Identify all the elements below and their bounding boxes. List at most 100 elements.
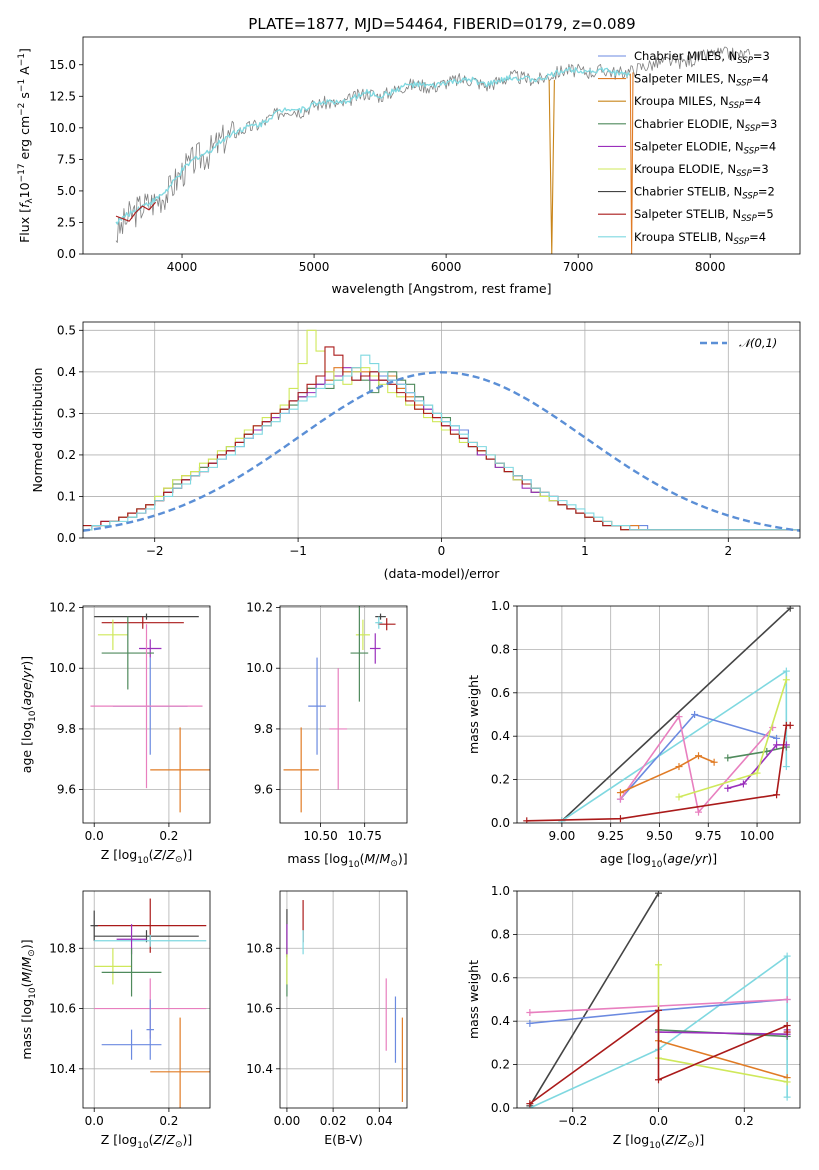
errorbar-point xyxy=(97,619,128,651)
plot-area-mass_weight_vs_age xyxy=(517,606,800,823)
panel-age_vs_Z: 0.0 0.2 9.6 9.8 10.0 10.2 Z [log10(Z/Z⊙)] age [… xyxy=(19,601,211,866)
errorbar-point xyxy=(146,999,154,1060)
y-tick-label: 5.0 xyxy=(57,184,76,198)
panel-mass_vs_Z: 0.0 0.2 10.4 10.6 10.8 Z [log10(Z/Z⊙)] mass [l… xyxy=(19,890,211,1151)
normal-curve xyxy=(83,371,800,532)
legend-entry: Kroupa ELODIE, NSSP=3 xyxy=(634,162,769,179)
weight-line xyxy=(529,892,660,1107)
x-tick-label: 10.00 xyxy=(740,829,774,843)
plot-area-mass_weight_vs_Z xyxy=(517,891,800,1108)
y-tick-label: 10.2 xyxy=(246,601,273,615)
weight-line xyxy=(561,607,791,822)
x-tick-label: 9.75 xyxy=(695,829,722,843)
x-tick-label: 4000 xyxy=(167,260,198,274)
spectrum-line xyxy=(115,66,632,225)
panel-mass_vs_EBV: 0.00 0.02 0.04 10.4 10.6 10.8 E(B-V) xyxy=(246,890,408,1147)
x-tick-label: −2 xyxy=(146,544,164,558)
errorbar-point xyxy=(350,606,369,702)
x-tick-label: 0.2 xyxy=(735,1114,754,1128)
axes-frame xyxy=(82,605,211,824)
y-tick-label: 0.4 xyxy=(57,365,76,379)
plot-area-residuals xyxy=(83,322,800,538)
errorbar-point xyxy=(101,616,184,629)
y-tick-label: 10.2 xyxy=(49,601,76,615)
x-tick-label: 0.0 xyxy=(85,1114,104,1128)
errorbar-point xyxy=(150,727,210,813)
spectrum-line xyxy=(115,46,751,243)
errorbar-point xyxy=(283,727,319,813)
errorbar-point xyxy=(94,934,207,947)
x-axis-label: mass [log10(M/M⊙)] xyxy=(287,851,407,870)
y-tick-label: 0.8 xyxy=(491,927,510,941)
y-tick-label: 0.3 xyxy=(57,406,76,420)
y-tick-label: 9.8 xyxy=(57,722,76,736)
y-tick-label: 10.0 xyxy=(246,661,273,675)
y-tick-label: 9.8 xyxy=(254,722,273,736)
errorbar-point xyxy=(101,1029,162,1060)
x-axis-label: Z [log10(Z/Z⊙)] xyxy=(101,1132,193,1151)
errorbar-point xyxy=(101,948,162,997)
y-tick-label: 10.0 xyxy=(49,661,76,675)
errorbar-point xyxy=(94,613,199,620)
y-tick-label: 10.4 xyxy=(49,1062,76,1076)
x-axis-label: Z [log10(Z/Z⊙)] xyxy=(613,1132,705,1151)
x-tick-label: 0.02 xyxy=(320,1114,347,1128)
errorbar-point xyxy=(101,616,154,690)
legend: 𝒩(0,1) xyxy=(700,336,777,350)
axes-frame xyxy=(516,605,801,824)
y-tick-label: 10.6 xyxy=(246,1002,273,1016)
plot-area-mass_vs_Z xyxy=(83,891,210,1108)
x-tick-label: 9.50 xyxy=(646,829,673,843)
y-tick-label: 0.5 xyxy=(57,323,76,337)
x-tick-label: 0.2 xyxy=(159,1114,178,1128)
x-tick-label: 0 xyxy=(438,544,446,558)
y-tick-label: 2.5 xyxy=(57,215,76,229)
y-tick-label: 0.0 xyxy=(57,531,76,545)
y-tick-label: 0.2 xyxy=(491,773,510,787)
x-tick-label: −1 xyxy=(289,544,307,558)
y-tick-label: 0.8 xyxy=(491,642,510,656)
y-axis-label: mass weight xyxy=(466,675,481,754)
legend-entry: Kroupa STELIB, NSSP=4 xyxy=(634,230,766,247)
errorbar-point xyxy=(369,633,381,664)
panel-spectrum: 4000 5000 6000 7000 8000 0.0 2.5 5.0 7.5 10.0 12.5… xyxy=(17,36,801,296)
y-tick-label: 12.5 xyxy=(49,89,76,103)
errorbar-point xyxy=(377,618,396,631)
spectrum-line xyxy=(548,79,555,254)
x-axis-label: E(B-V) xyxy=(324,1132,363,1147)
legend-entry: Salpeter ELODIE, NSSP=4 xyxy=(634,139,776,156)
x-axis-label: wavelength [Angstrom, rest frame] xyxy=(331,281,551,296)
y-tick-label: 0.0 xyxy=(491,816,510,830)
panel-mass_weight_vs_age: 9.00 9.25 9.50 9.75 10.00 0.0 0.2 0.4 0.6 0.8 1.0 a… xyxy=(466,599,801,870)
legend-entry: 𝒩(0,1) xyxy=(739,336,777,350)
x-tick-label: 0.00 xyxy=(274,1114,301,1128)
weight-line xyxy=(526,724,791,822)
x-tick-label: 1 xyxy=(581,544,589,558)
y-tick-label: 10.6 xyxy=(49,1002,76,1016)
y-tick-label: 0.2 xyxy=(491,1058,510,1072)
errorbar-point xyxy=(329,668,348,790)
weight-line xyxy=(620,754,715,794)
x-tick-label: 9.00 xyxy=(549,829,576,843)
errorbar-point xyxy=(90,624,203,789)
axes-frame xyxy=(82,321,801,539)
y-axis-label: age [log10(age/yr)] xyxy=(19,656,38,773)
x-tick-label: −0.2 xyxy=(558,1114,587,1128)
y-tick-label: 0.4 xyxy=(491,729,510,743)
errorbar-point xyxy=(94,948,132,985)
legend: Chabrier MILES, NSSP=3 Salpeter MILES, NS… xyxy=(598,49,777,247)
y-axis-label: Flux [fλ10−17 erg cm−2 s−1 A−1] xyxy=(17,48,35,243)
weight-line xyxy=(619,715,774,813)
y-axis-label: Normed distribution xyxy=(30,368,45,493)
y-tick-label: 10.4 xyxy=(246,1062,273,1076)
y-tick-label: 10.0 xyxy=(49,121,76,135)
legend-entry: Kroupa MILES, NSSP=4 xyxy=(634,94,761,111)
legend-entry: Chabrier STELIB, NSSP=2 xyxy=(634,185,775,202)
errorbar-point xyxy=(375,613,386,620)
errorbar-point xyxy=(150,1017,210,1108)
y-tick-label: 0.0 xyxy=(491,1101,510,1115)
y-axis-label: mass [log10(M/M⊙)] xyxy=(19,939,38,1059)
figure-title: PLATE=1877, MJD=54464, FIBERID=0179, z=0… xyxy=(248,15,635,33)
legend-entry: Chabrier ELODIE, NSSP=3 xyxy=(634,117,777,134)
